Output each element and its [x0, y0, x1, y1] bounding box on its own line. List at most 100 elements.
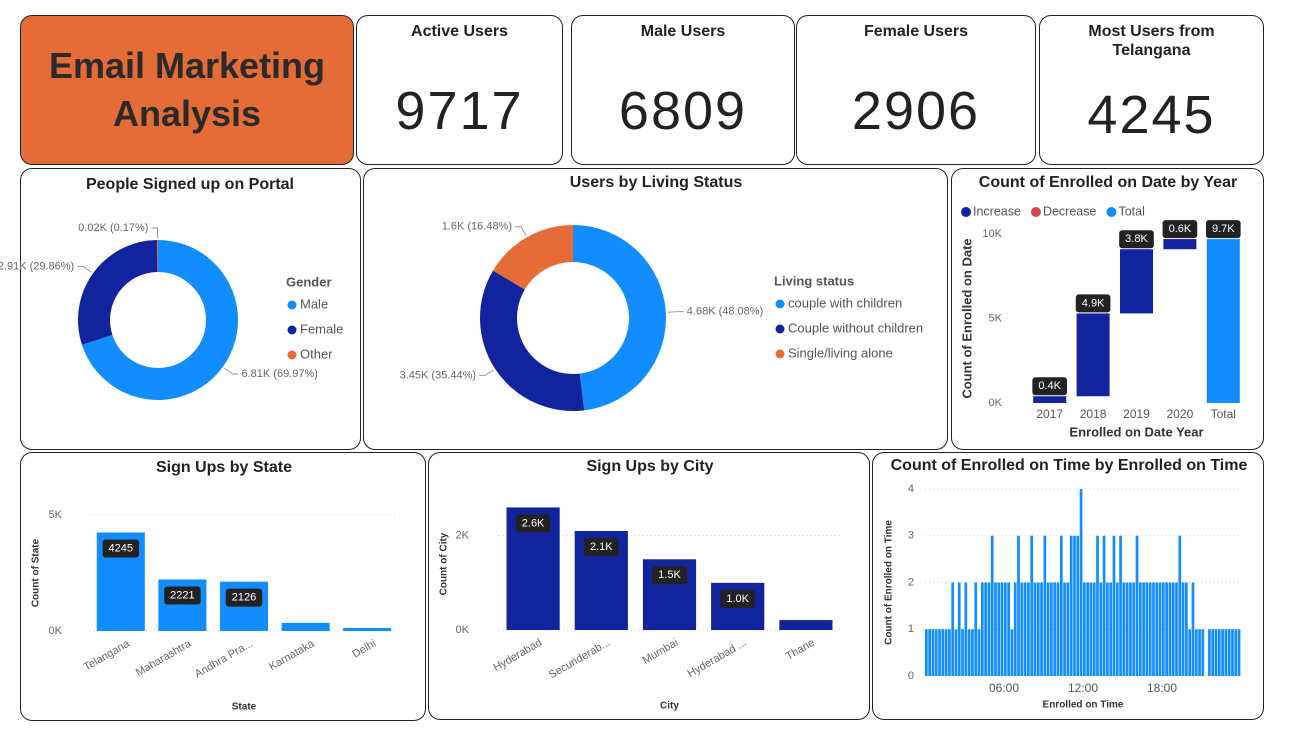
leader-line [515, 226, 527, 236]
leader-line [77, 265, 92, 273]
leader-line [667, 311, 684, 313]
bar [1138, 582, 1142, 676]
legend-marker [287, 350, 297, 360]
legend-marker [775, 349, 785, 359]
kpi-card: Female Users 2906 [796, 15, 1036, 165]
y-tick-label: 1 [908, 623, 914, 635]
card-title: Male Users [640, 23, 726, 40]
donut-slice [493, 225, 573, 290]
x-tick-label: 2019 [1123, 407, 1150, 421]
data-label: 6.81K (69.97%) [241, 368, 317, 380]
bar [1112, 535, 1116, 676]
kpi-card: Most Users from Telangana 4245 [1039, 15, 1264, 165]
bar [1129, 582, 1132, 676]
y-tick-label: 0K [989, 397, 1003, 409]
chart-title: Users by Living Status [570, 174, 743, 191]
card-value: 4245 [1087, 85, 1216, 145]
y-axis-label: Count of Enrolled on Date [959, 238, 974, 398]
kpi-card: Active Users 9717 [356, 15, 563, 165]
data-label-box [1162, 220, 1198, 239]
x-tick-label: Karnataka [267, 637, 317, 673]
bar [1033, 396, 1067, 403]
x-tick-label: Andhra Pra... [193, 638, 255, 681]
x-tick-label: 18:00 [1147, 681, 1177, 695]
bar [974, 582, 978, 676]
bar [994, 582, 997, 676]
data-label-box [583, 538, 619, 556]
data-label: 2.91K (29.86%) [0, 260, 74, 272]
bar [1227, 629, 1231, 676]
data-label-box [1119, 230, 1154, 249]
bar [1231, 629, 1234, 676]
bar [1237, 629, 1241, 676]
data-label-box [1075, 294, 1111, 313]
y-axis-label: Count of Enrolled on Time [884, 520, 895, 645]
chart-title: Count of Enrolled on Date by Year [979, 174, 1237, 191]
bar [1007, 582, 1010, 676]
y-tick-label: 5K [989, 312, 1003, 324]
card-value: 9717 [395, 81, 524, 141]
bar [961, 629, 964, 676]
header: Email Marketing Analysis [20, 15, 354, 165]
data-label: 3.45K (35.44%) [400, 369, 476, 381]
bar [1142, 582, 1145, 676]
bar [1099, 582, 1103, 676]
donut-slice [78, 240, 158, 345]
x-tick-label: 2020 [1167, 407, 1194, 421]
bar [1198, 629, 1201, 676]
bar [987, 582, 991, 676]
data-label: 2126 [232, 592, 256, 604]
bar [1013, 582, 1017, 676]
bar [938, 629, 941, 676]
bar [1168, 582, 1172, 676]
y-tick-label: 3 [908, 530, 914, 542]
bar [957, 582, 961, 676]
legend-marker [1030, 207, 1041, 217]
bar [1224, 629, 1228, 676]
x-tick-label: 06:00 [989, 681, 1019, 695]
legend-label: Couple without children [788, 320, 923, 335]
bar [1115, 582, 1119, 676]
x-axis-label: Enrolled on Time [1043, 700, 1124, 711]
legend-label: Increase [973, 204, 1021, 218]
bar [928, 629, 931, 676]
bar [1073, 535, 1076, 676]
leader-line [224, 367, 239, 375]
y-tick-label: 0K [456, 624, 470, 636]
bar [1036, 582, 1040, 676]
bar [281, 622, 330, 631]
bar [1188, 629, 1192, 676]
bar [1063, 582, 1066, 676]
x-tick-label: Telangana [82, 637, 133, 673]
data-label-box [515, 514, 551, 533]
legend-marker [775, 324, 785, 334]
bar [990, 535, 994, 676]
bar [1206, 239, 1240, 403]
bar [1175, 582, 1178, 676]
bar [971, 629, 974, 676]
bar [1145, 582, 1149, 676]
y-tick-label: 2 [908, 576, 914, 588]
bar [1211, 629, 1215, 676]
data-label: 9.7K [1212, 223, 1235, 235]
bar [980, 582, 984, 676]
bar [948, 629, 951, 676]
bar [1086, 582, 1089, 676]
bar [944, 629, 948, 676]
bar [925, 629, 928, 676]
legend-title: Living status [774, 273, 854, 288]
legend-label: Male [300, 296, 328, 311]
chart-title: Count of Enrolled on Time by Enrolled on… [891, 457, 1248, 474]
bar [1165, 582, 1168, 676]
kpi-card: Male Users 6809 [571, 15, 795, 165]
x-tick-label: 2017 [1036, 407, 1063, 421]
bar [779, 620, 833, 630]
bar [1056, 582, 1060, 676]
x-tick-label: Hyderabad ... [685, 637, 748, 680]
bar [934, 629, 938, 676]
y-tick-label: 5K [49, 509, 63, 521]
bar [1079, 489, 1083, 676]
bar [1000, 582, 1004, 676]
bar [931, 629, 935, 676]
chart-title: Sign Ups by State [156, 459, 292, 476]
